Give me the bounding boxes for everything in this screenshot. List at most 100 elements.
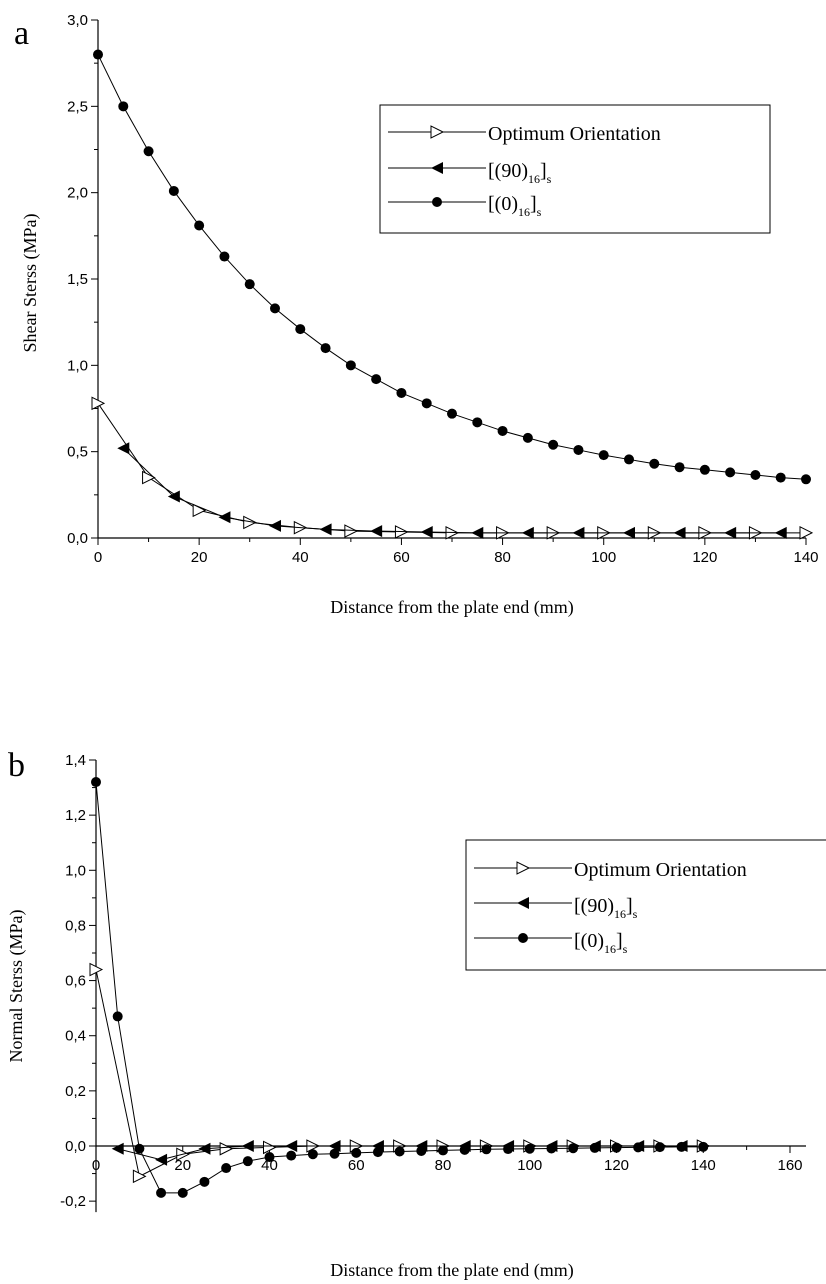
x-tick-label: 140 xyxy=(691,1157,716,1174)
series-2-point xyxy=(194,220,205,231)
series-0-point xyxy=(132,1169,147,1184)
series-2-point xyxy=(286,1150,297,1161)
series-2-point xyxy=(725,467,736,478)
x-tick-label: 0 xyxy=(92,1157,100,1174)
series-0-line xyxy=(97,403,806,534)
series-2-point xyxy=(143,146,154,157)
y-tick-label: 0,6 xyxy=(65,973,86,990)
series-2-point xyxy=(546,1143,557,1154)
series-0-point xyxy=(243,515,257,530)
series-1-point xyxy=(319,523,332,536)
y-tick-label: 0,4 xyxy=(65,1028,86,1045)
series-2-point xyxy=(548,439,559,450)
series-1-point xyxy=(521,526,534,539)
series-2-point xyxy=(345,360,356,371)
series-2-point xyxy=(351,1147,362,1158)
y-tick-label: 2,5 xyxy=(67,98,88,115)
series-2-point xyxy=(156,1187,167,1198)
series-2-point xyxy=(372,1147,383,1158)
legend-sub-s: s xyxy=(547,172,552,186)
series-2-point xyxy=(270,303,280,314)
y-tick-label: 0,0 xyxy=(65,1138,86,1155)
panel-a-legend-symbols xyxy=(388,125,486,207)
panel-a-legend-label-90: [(90)16]s xyxy=(488,160,552,186)
panel-a-legend: Optimum Orientation [(90)16]s [(0)16]s xyxy=(379,104,771,234)
x-tick-label: 80 xyxy=(494,549,511,566)
series-1-point xyxy=(218,511,231,524)
panel-b: b Distance from the plate end (mm) Norma… xyxy=(6,747,826,1281)
legend-2-marker xyxy=(518,933,528,943)
series-2-point xyxy=(447,408,457,419)
series-0-point xyxy=(799,526,814,540)
x-tick-label: 60 xyxy=(393,549,410,566)
series-1-line xyxy=(117,1145,682,1161)
legend-sub-s: s xyxy=(623,942,628,956)
series-2-point xyxy=(177,1187,188,1198)
legend-main: [(90) xyxy=(574,895,614,917)
panel-a-legend-label-optimum: Optimum Orientation xyxy=(488,123,661,145)
y-tick-label: 1,4 xyxy=(65,752,86,769)
panel-b-legend-label-90: [(90)16]s xyxy=(574,895,638,921)
series-2-point xyxy=(481,1144,492,1155)
series-1-point xyxy=(572,526,585,539)
legend-main: [(0) xyxy=(488,193,518,215)
series-2-point xyxy=(199,1176,210,1187)
legend-tail: ] xyxy=(616,930,623,952)
panel-b-x-axis-title: Distance from the plate end (mm) xyxy=(330,1260,573,1281)
x-tick-label: 120 xyxy=(692,549,717,566)
series-0-point xyxy=(89,962,104,977)
series-1-point xyxy=(774,526,787,539)
series-2-point xyxy=(93,49,103,60)
panel-b-legend-label-0: [(0)16]s xyxy=(574,930,628,956)
series-2-point xyxy=(497,425,508,436)
legend-1-marker xyxy=(517,897,529,909)
x-tick-label: 160 xyxy=(777,1157,802,1174)
series-2-point xyxy=(654,1142,665,1153)
series-2-point xyxy=(459,1144,470,1155)
legend-tail: ] xyxy=(530,193,537,215)
series-0-point xyxy=(192,503,207,518)
legend-tail: ] xyxy=(626,895,633,917)
series-2-point xyxy=(589,1142,600,1153)
x-tick-label: 20 xyxy=(174,1157,191,1174)
series-1-point xyxy=(269,519,281,532)
series-2-point xyxy=(320,343,331,354)
y-tick-label: 1,0 xyxy=(65,862,86,879)
series-0-point xyxy=(91,396,106,411)
panel-a-legend-label-0: [(0)16]s xyxy=(488,193,542,219)
x-tick-label: 40 xyxy=(292,549,309,566)
series-2-point xyxy=(676,1141,687,1152)
panel-b-legend: Optimum Orientation [(90)16]s [(0)16]s xyxy=(465,839,826,971)
series-2-point xyxy=(168,185,179,196)
y-tick-label: 0,2 xyxy=(65,1083,86,1100)
y-tick-label: -0,2 xyxy=(60,1193,86,1210)
series-2-point xyxy=(264,1152,275,1163)
series-1-point xyxy=(285,1140,298,1152)
series-2-point xyxy=(219,251,230,262)
series-2-point xyxy=(421,398,432,409)
legend-0-marker xyxy=(516,861,531,875)
series-1-point xyxy=(724,526,737,539)
y-tick-label: 0,5 xyxy=(67,444,88,461)
panel-a-tick-labels: 0 20 40 60 80 100 120 140 0,0 0,5 1,0 1,5 2,0 2,5 3,0 xyxy=(67,12,818,566)
legend-1-marker xyxy=(431,162,443,174)
panel-a: a Distance from the plate end (mm) Shear… xyxy=(14,12,819,618)
series-2-point xyxy=(221,1163,232,1174)
panel-b-legend-symbols xyxy=(474,861,572,943)
x-tick-label: 20 xyxy=(191,549,208,566)
series-1-point xyxy=(117,442,130,455)
series-1-point xyxy=(328,1140,341,1152)
series-0-point xyxy=(142,470,156,485)
series-2-point xyxy=(775,472,786,483)
y-tick-label: 2,0 xyxy=(67,185,88,202)
legend-sub-s: s xyxy=(633,907,638,921)
series-2-point xyxy=(416,1145,427,1156)
series-1-point xyxy=(471,526,484,539)
legend-sub: 16 xyxy=(614,907,626,921)
series-2-point xyxy=(91,777,101,788)
series-2-point xyxy=(396,387,407,398)
x-tick-label: 100 xyxy=(517,1157,542,1174)
series-1-point xyxy=(167,490,180,503)
series-2-point xyxy=(503,1144,514,1155)
